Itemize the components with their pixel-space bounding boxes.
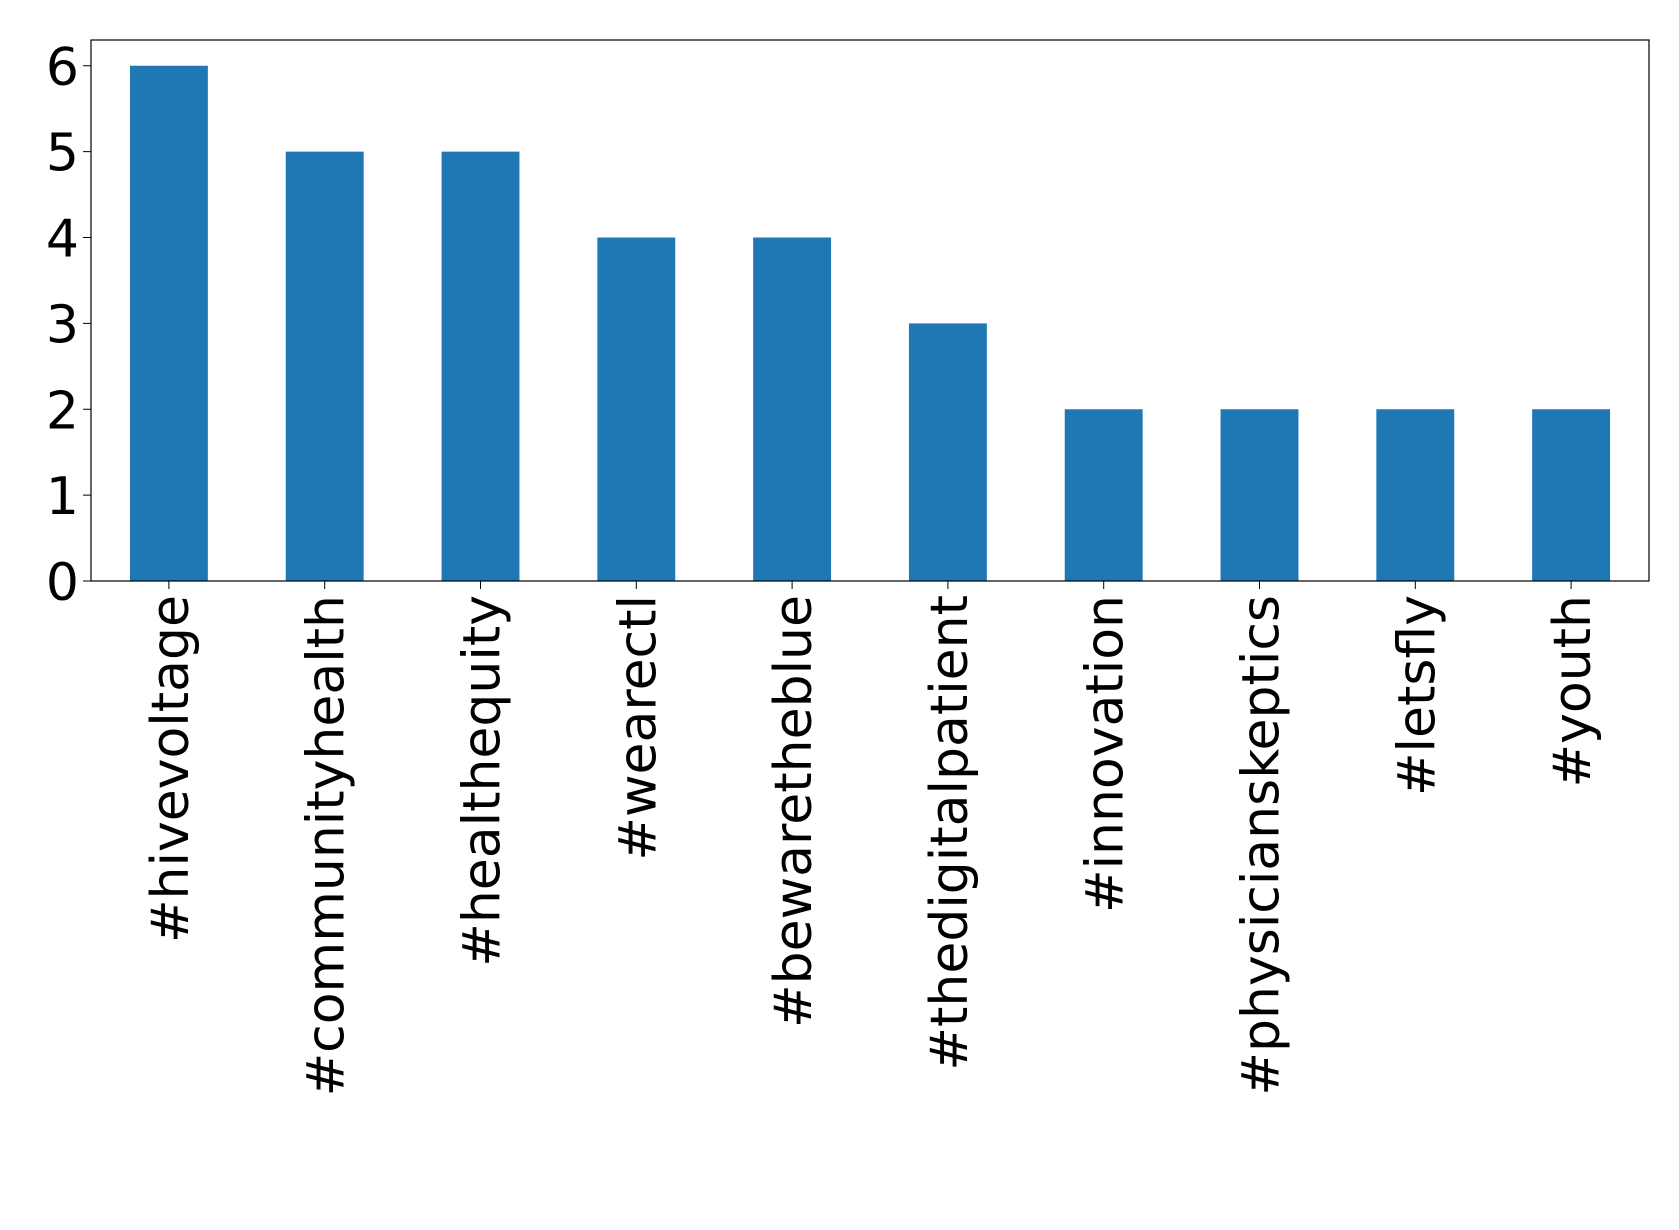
y-tick-label: 0 bbox=[46, 553, 79, 613]
x-tick-label: #healthequity bbox=[453, 595, 513, 967]
bar bbox=[753, 237, 832, 581]
bar bbox=[285, 151, 364, 581]
bar bbox=[1220, 409, 1299, 581]
bar bbox=[597, 237, 676, 581]
y-tick-label: 2 bbox=[46, 381, 79, 441]
x-tick-label: #communityhealth bbox=[297, 595, 357, 1096]
x-tick-label: #hivevoltage bbox=[141, 595, 201, 943]
y-tick-label: 5 bbox=[46, 124, 79, 184]
y-tick-label: 3 bbox=[46, 295, 79, 355]
bar bbox=[1376, 409, 1455, 581]
y-tick-label: 4 bbox=[46, 210, 79, 270]
x-tick-label: #wearectl bbox=[608, 595, 668, 861]
y-tick-label: 1 bbox=[46, 467, 79, 527]
x-tick-label: #innovation bbox=[1076, 595, 1136, 913]
bar bbox=[1532, 409, 1611, 581]
bar bbox=[129, 65, 208, 581]
x-tick-label: #bewaretheblue bbox=[764, 595, 824, 1028]
bar bbox=[1064, 409, 1143, 581]
bar bbox=[908, 323, 987, 581]
bar bbox=[441, 151, 520, 581]
x-tick-label: #thedigitalpatient bbox=[920, 595, 980, 1071]
x-tick-label: #youth bbox=[1543, 595, 1603, 787]
x-tick-label: #letsfly bbox=[1387, 595, 1447, 796]
x-tick-label: #physicianskeptics bbox=[1232, 595, 1292, 1096]
plot-frame bbox=[90, 39, 1650, 582]
y-tick-label: 6 bbox=[46, 38, 79, 98]
